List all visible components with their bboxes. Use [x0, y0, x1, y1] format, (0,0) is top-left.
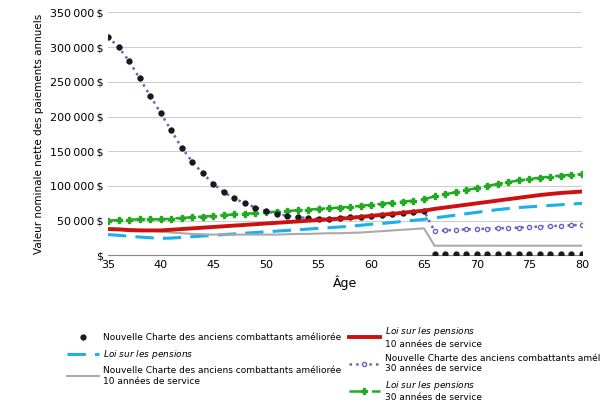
Y-axis label: Valeur nominale nette des paiements annuels: Valeur nominale nette des paiements annu…: [34, 14, 44, 254]
Legend: Nouvelle Charte des anciens combattants améliorée, $\it{Loi\ sur\ les\ pensions}: Nouvelle Charte des anciens combattants …: [62, 321, 600, 407]
X-axis label: Âge: Âge: [333, 276, 357, 290]
